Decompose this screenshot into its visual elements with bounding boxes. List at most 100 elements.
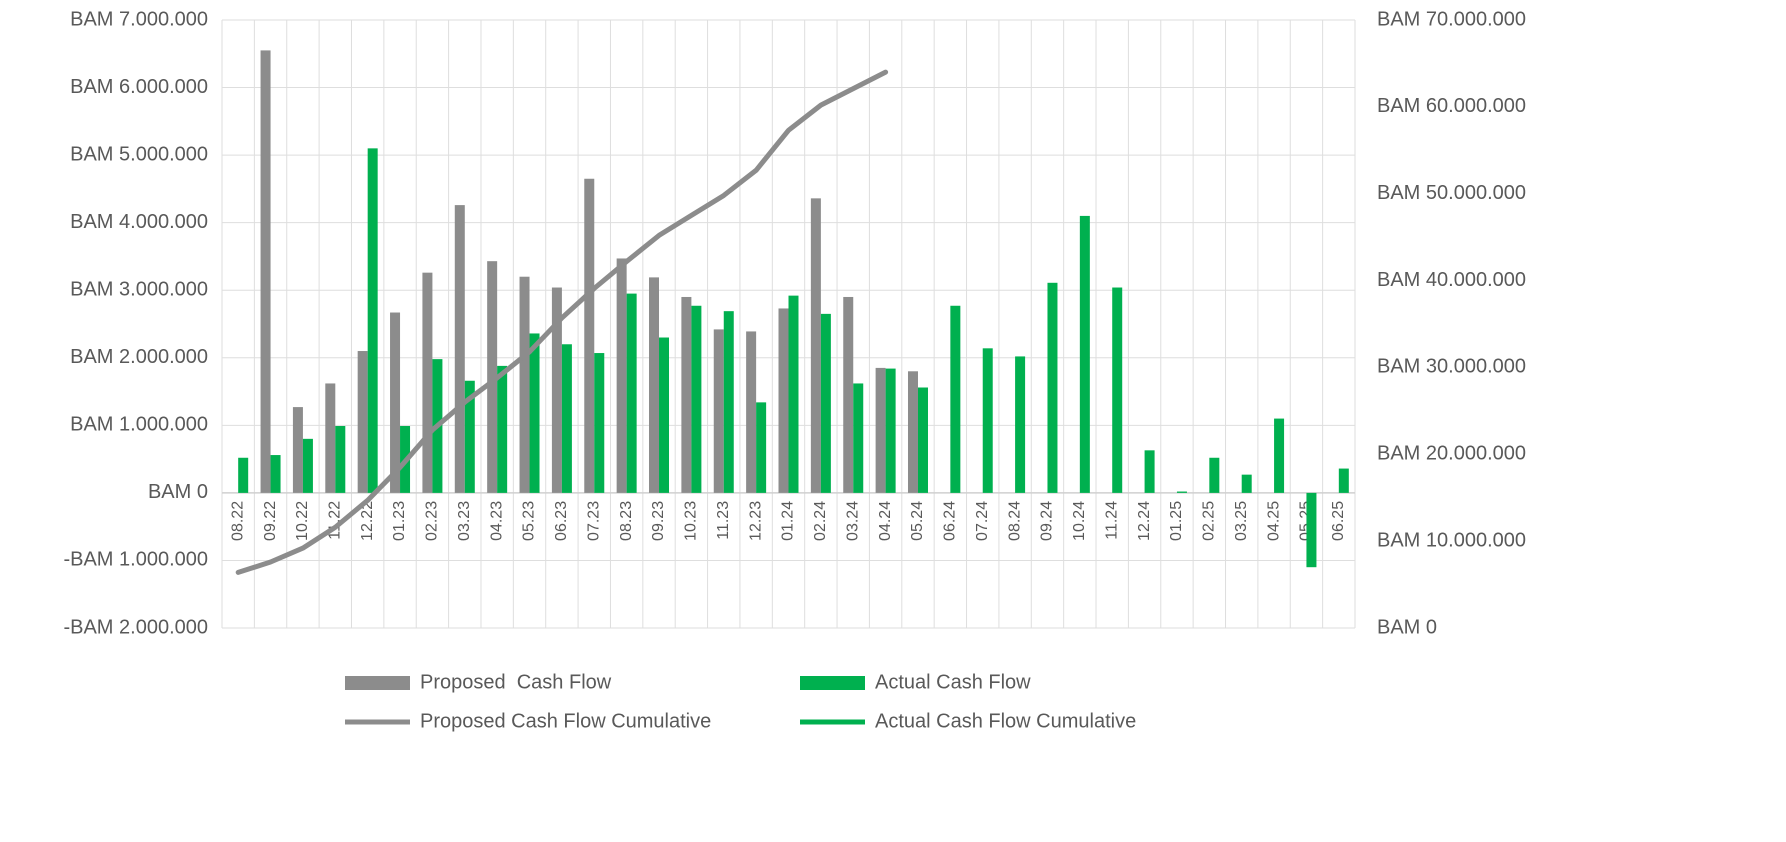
bar [756,402,767,493]
bar [778,308,789,493]
y2-tick-label: BAM 30.000.000 [1377,356,1526,378]
bar [810,198,821,493]
bar [292,407,303,493]
bar [649,277,660,493]
x-tick-label: 09.24 [1039,501,1056,541]
x-tick-label: 06.25 [1330,501,1347,541]
bar [788,295,799,493]
x-tick-label: 10.23 [683,501,700,541]
line-series [235,69,889,575]
bar [519,276,530,493]
bar [713,329,724,493]
x-tick-label: 10.22 [294,501,311,541]
y-tick-label: BAM 6.000.000 [70,76,208,98]
x-tick-label: 02.25 [1201,501,1218,541]
bar [270,455,281,493]
bar [335,426,346,493]
legend-label: Actual Cash Flow [875,671,1031,693]
bar [454,205,465,493]
y2-tick-label: BAM 50.000.000 [1377,182,1526,204]
x-tick-label: 01.25 [1168,501,1185,541]
bar [561,344,572,493]
y2-tick-label: BAM 40.000.000 [1377,269,1526,291]
x-tick-label: 08.23 [618,501,635,541]
bar [1176,491,1187,493]
bar [497,365,508,493]
bar [551,287,562,493]
bar [1079,215,1090,493]
bar [367,148,378,493]
x-tick-label: 10.24 [1071,501,1088,541]
y2-tick-label: BAM 60.000.000 [1377,95,1526,117]
x-tick-label: 01.23 [391,501,408,541]
bar [907,371,918,493]
legend-label: Proposed Cash Flow Cumulative [420,710,711,732]
bar [529,333,540,493]
bar [357,351,368,493]
bar [616,258,627,493]
bar [1209,457,1220,493]
legend-label: Actual Cash Flow Cumulative [875,710,1136,732]
bar [723,311,734,493]
bar [422,272,433,493]
y-tick-label: BAM 0 [148,481,208,503]
legend-swatch [345,676,410,690]
bar [691,305,702,493]
bar [238,457,249,493]
x-tick-label: 02.23 [424,501,441,541]
y-tick-label: -BAM 2.000.000 [63,616,208,638]
y2-tick-label: BAM 10.000.000 [1377,529,1526,551]
bar [843,296,854,493]
bar [1306,492,1317,568]
x-tick-label: 09.22 [262,501,279,541]
x-tick-label: 03.24 [844,501,861,541]
x-tick-label: 07.23 [585,501,602,541]
bar [325,383,336,493]
x-tick-label: 06.24 [942,501,959,541]
x-tick-label: 12.22 [359,501,376,541]
y2-tick-label: BAM 70.000.000 [1377,8,1526,30]
x-tick-label: 11.24 [1103,501,1120,540]
legend-swatch [800,676,865,690]
y2-tick-label: BAM 20.000.000 [1377,443,1526,465]
x-tick-label: 08.24 [1006,501,1023,541]
bar [917,387,928,493]
y-tick-label: BAM 2.000.000 [70,346,208,368]
legend-label: Proposed Cash Flow [420,671,612,693]
bar [885,368,896,493]
y-tick-label: BAM 3.000.000 [70,279,208,301]
x-tick-label: 04.23 [488,501,505,541]
bar [464,380,475,493]
bar [302,438,313,493]
y2-tick-label: BAM 0 [1377,616,1437,638]
x-tick-label: 04.24 [877,501,894,541]
bar [982,348,993,493]
bar [594,353,605,493]
bar [875,367,886,493]
bar [487,261,498,493]
x-tick-label: 09.23 [650,501,667,541]
x-tick-label: 03.25 [1233,501,1250,541]
x-tick-label: 05.24 [909,501,926,541]
x-tick-label: 06.23 [553,501,570,541]
bar [390,312,401,493]
y-tick-label: BAM 4.000.000 [70,211,208,233]
bar [1274,418,1285,493]
bar [1047,282,1058,493]
x-tick-label: 12.24 [1136,501,1153,541]
y-tick-label: -BAM 1.000.000 [63,549,208,571]
y-tick-label: BAM 1.000.000 [70,414,208,436]
bar [626,293,637,493]
bar [1015,356,1026,493]
bar [1241,474,1252,493]
bar [1144,450,1155,493]
bar [1112,287,1123,493]
y-tick-label: BAM 5.000.000 [70,143,208,165]
x-tick-label: 07.24 [974,501,991,541]
bar [950,305,961,493]
bar [853,383,864,493]
x-tick-label: 03.23 [456,501,473,541]
x-tick-label: 08.22 [229,501,246,541]
bar [681,296,692,493]
x-tick-label: 11.23 [715,501,732,540]
